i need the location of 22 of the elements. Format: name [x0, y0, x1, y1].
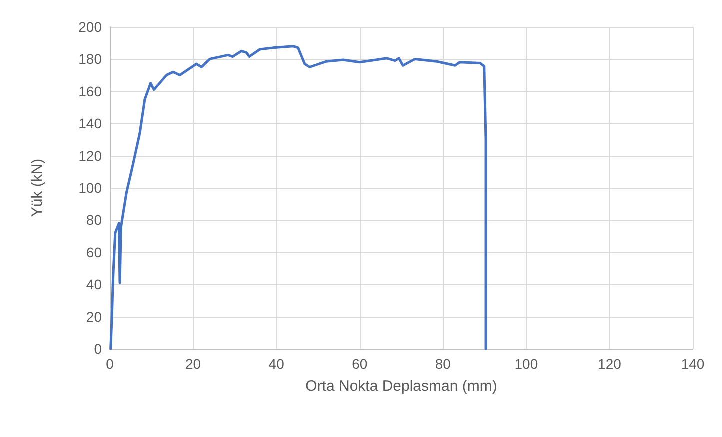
x-tick-label: 20 — [185, 356, 202, 372]
x-tick-label: 140 — [681, 356, 705, 372]
y-axis-title: Yük (kN) — [29, 158, 46, 218]
y-tick-label: 20 — [86, 308, 102, 325]
y-tick-label: 200 — [78, 19, 102, 35]
x-tick-label: 100 — [514, 356, 538, 372]
x-tick-label: 60 — [352, 356, 368, 372]
y-tick-label: 80 — [86, 212, 102, 228]
y-tick-label: 120 — [78, 148, 102, 164]
x-tick-label: 120 — [598, 356, 622, 372]
x-tick-label: 0 — [106, 356, 114, 372]
line-series — [110, 45, 488, 350]
y-tick-label: 140 — [78, 116, 102, 132]
y-tick-label: 100 — [78, 180, 102, 196]
y-tick-label: 160 — [78, 83, 102, 100]
y-tick-label: 60 — [86, 244, 102, 260]
y-tick-label: 40 — [86, 276, 102, 293]
x-axis-title: Orta Nokta Deplasman (mm) — [306, 378, 498, 395]
y-tick-label: 180 — [78, 51, 102, 68]
x-tick-label: 40 — [268, 356, 285, 372]
y-tick-label: 0 — [94, 341, 102, 357]
x-tick-label: 80 — [435, 356, 452, 372]
